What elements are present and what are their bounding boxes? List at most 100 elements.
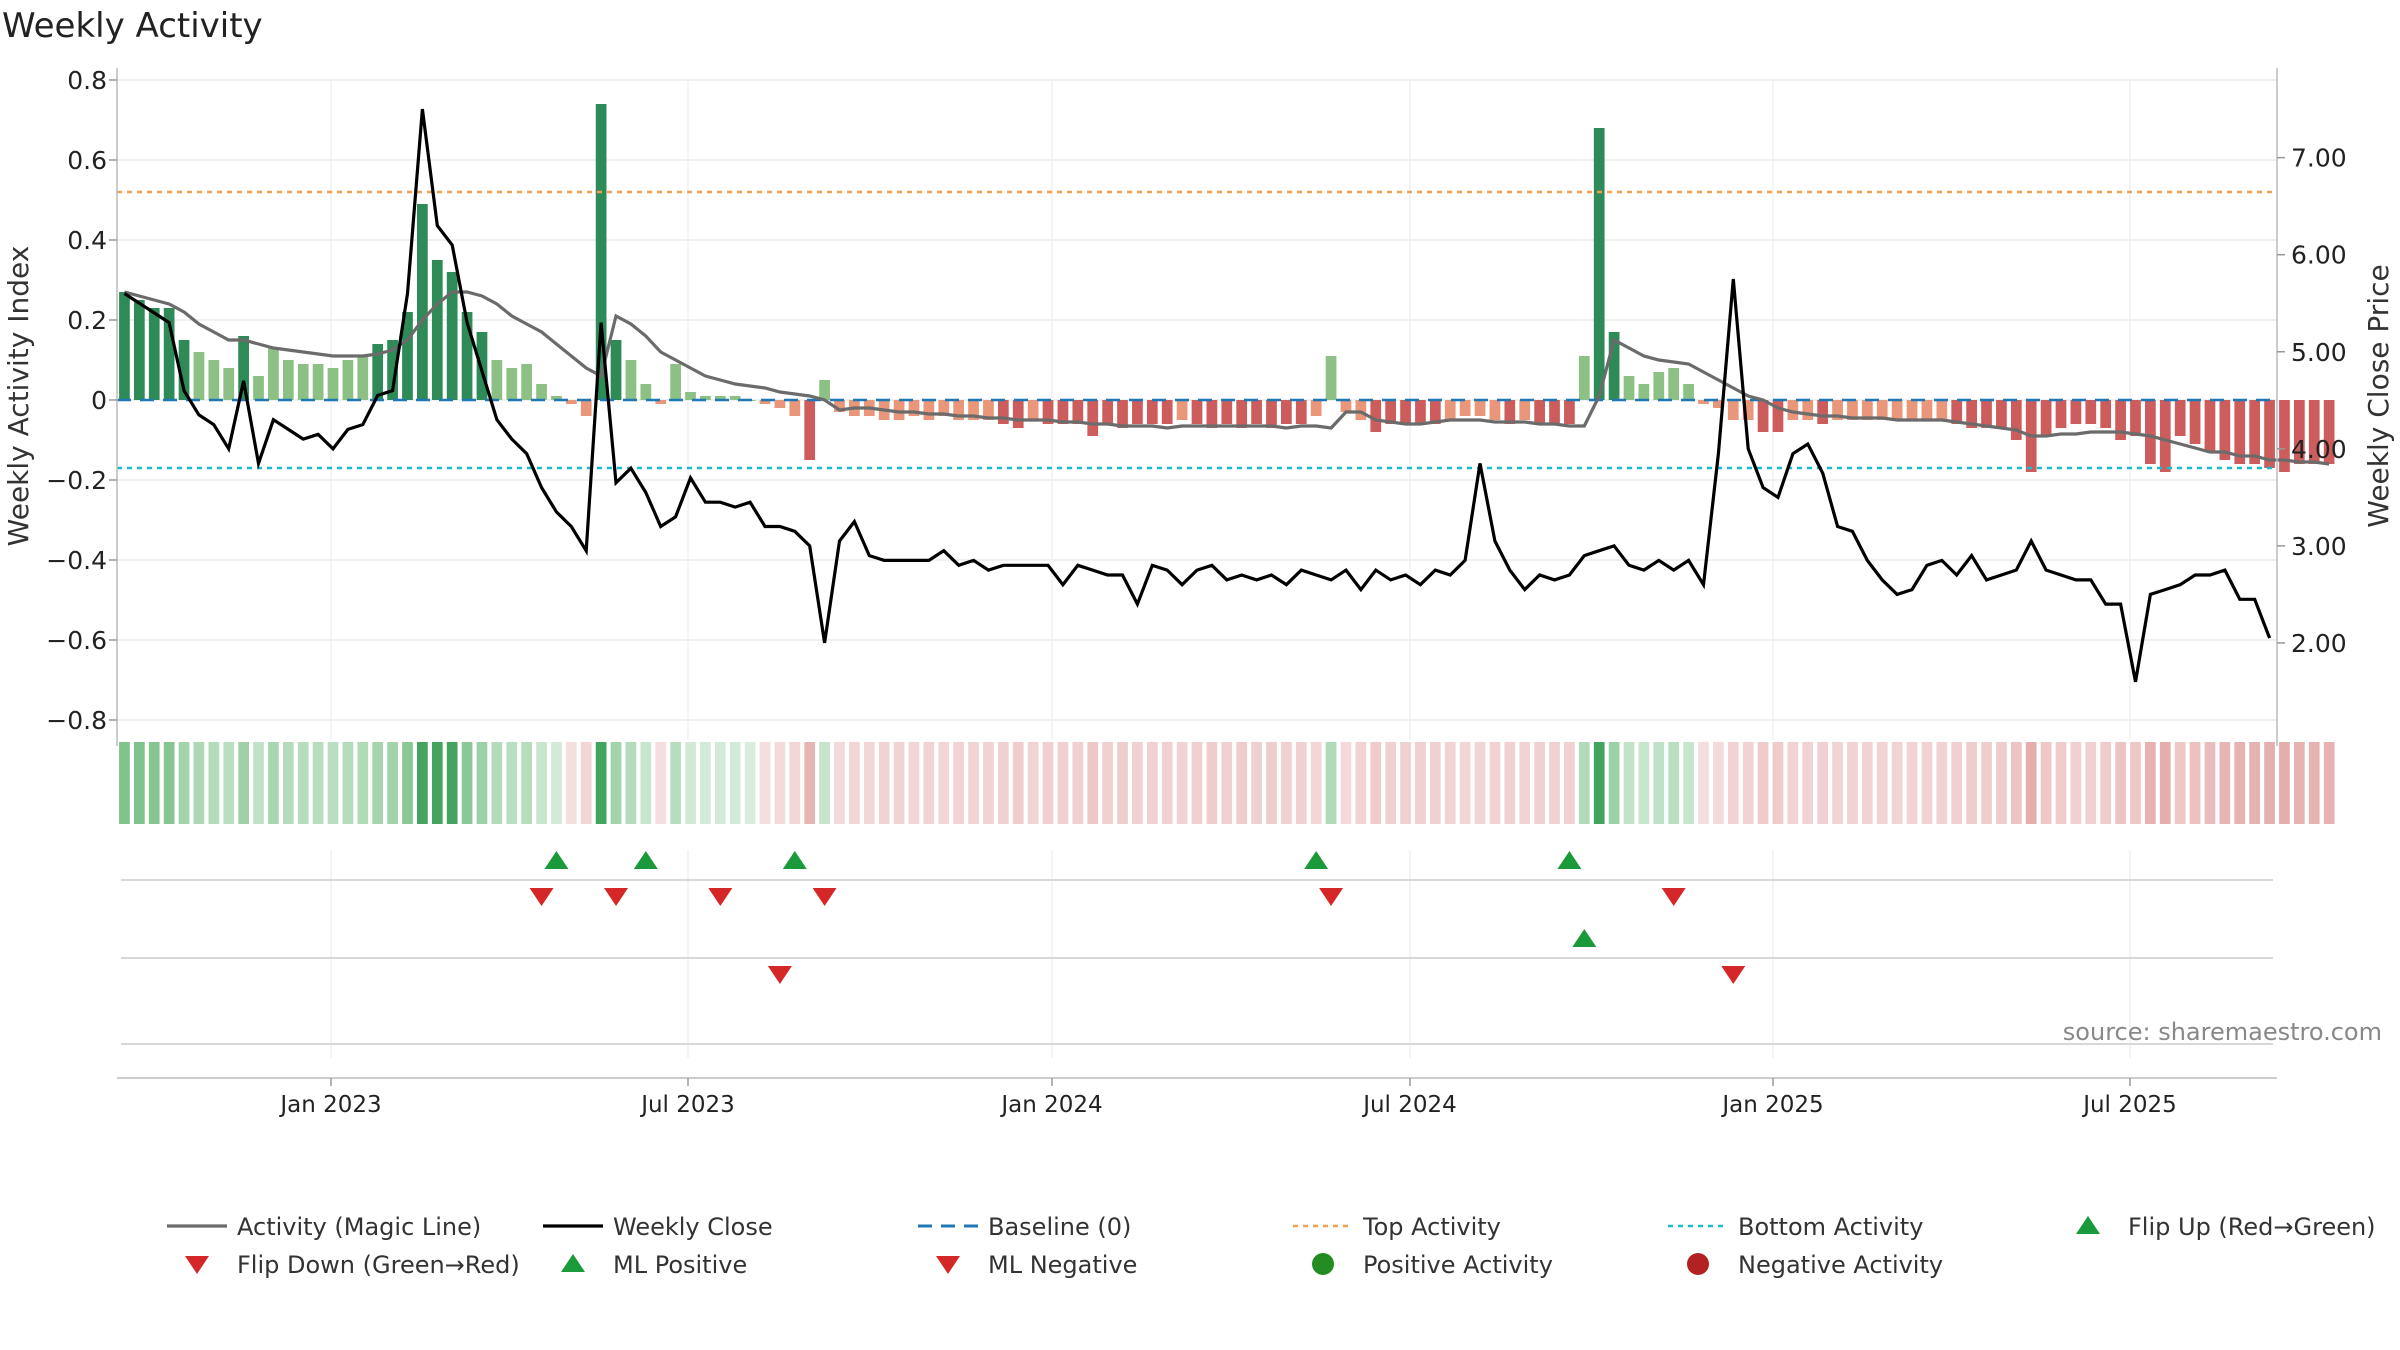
- strip-cell: [1757, 742, 1769, 824]
- ml-negative-marker: [767, 966, 792, 984]
- y-tick-label: 0.4: [67, 226, 107, 255]
- activity-bar: [2159, 400, 2171, 472]
- activity-bar: [297, 364, 309, 400]
- flip-up-marker: [782, 851, 807, 869]
- strip-cell: [700, 742, 711, 824]
- flip-down-marker: [1661, 888, 1686, 906]
- activity-bar: [1385, 400, 1397, 424]
- strip-cell: [491, 742, 503, 824]
- source-text: source: sharemaestro.com: [2063, 1018, 2382, 1046]
- activity-bar: [2010, 400, 2022, 440]
- y-right-tick-label: 3.00: [2291, 532, 2347, 561]
- activity-bar: [625, 360, 637, 400]
- strip-cell: [1951, 742, 1963, 824]
- activity-bar: [2055, 400, 2067, 428]
- strip-cell: [789, 742, 801, 824]
- strip-cell: [2055, 742, 2067, 824]
- strip-cell: [312, 742, 324, 824]
- activity-bar: [2204, 400, 2216, 452]
- activity-bar: [640, 384, 652, 400]
- strip-cell: [2308, 742, 2320, 824]
- activity-bar: [1653, 372, 1665, 400]
- activity-bar: [983, 400, 994, 420]
- legend-label: ML Negative: [988, 1251, 1137, 1279]
- strip-cell: [1966, 742, 1977, 824]
- activity-bar: [387, 340, 398, 400]
- activity-bar: [1757, 400, 1769, 432]
- activity-bar: [1549, 400, 1560, 424]
- strip-cell: [163, 742, 175, 824]
- strip-cell: [417, 742, 428, 824]
- activity-bar: [1012, 400, 1024, 428]
- strip-cell: [1295, 742, 1307, 824]
- strip-cell: [1772, 742, 1784, 824]
- y-right-tick-label: 6.00: [2291, 241, 2347, 270]
- strip-cell: [297, 742, 309, 824]
- activity-bar: [223, 368, 235, 400]
- ml-positive-marker: [1572, 929, 1597, 947]
- magic-line: [123, 290, 2330, 466]
- strip-cell: [1415, 742, 1426, 824]
- strip-cell: [759, 742, 771, 824]
- activity-bar: [2174, 400, 2186, 436]
- flip-down-marker: [529, 888, 554, 906]
- activity-bar: [804, 400, 816, 460]
- strip-cell: [506, 742, 518, 824]
- activity-bar: [491, 360, 503, 400]
- activity-bar: [2264, 400, 2275, 468]
- strip-cell: [1340, 742, 1352, 824]
- activity-bar: [417, 204, 428, 400]
- activity-bar: [1504, 400, 1516, 424]
- y-tick-label: −0.6: [46, 626, 107, 655]
- strip-cell: [1325, 742, 1337, 824]
- activity-bar: [2085, 400, 2097, 424]
- activity-bar: [2293, 400, 2305, 464]
- strip-cell: [253, 742, 264, 824]
- legend-label: Bottom Activity: [1738, 1213, 1923, 1241]
- strip-cell: [1787, 742, 1799, 824]
- strip-cell: [1012, 742, 1024, 824]
- activity-bar: [685, 392, 696, 400]
- activity-bar: [1787, 400, 1799, 420]
- activity-bar: [1266, 400, 1277, 428]
- strip-cell: [521, 742, 533, 824]
- activity-bar: [2100, 400, 2112, 428]
- activity-bar: [1861, 400, 1873, 420]
- activity-bar: [595, 104, 607, 400]
- activity-bar: [268, 348, 279, 400]
- strip-cell: [1847, 742, 1858, 824]
- strip-cell: [2293, 742, 2305, 824]
- strip-cell: [1310, 742, 1322, 824]
- activity-bar: [1876, 400, 1888, 420]
- legend-item: Baseline (0): [918, 1213, 1131, 1241]
- strip-cell: [1251, 742, 1262, 824]
- y-tick-label: 0.6: [67, 146, 107, 175]
- activity-bar: [402, 312, 413, 400]
- activity-bar: [1772, 400, 1784, 432]
- activity-bar: [1936, 400, 1948, 420]
- y-tick-label: −0.4: [46, 546, 107, 575]
- activity-bar: [133, 300, 145, 400]
- activity-bar: [431, 260, 443, 400]
- activity-bar: [282, 360, 294, 400]
- flip-up-marker: [544, 851, 569, 869]
- strip-cell: [2145, 742, 2156, 824]
- activity-bar: [372, 344, 384, 400]
- activity-bar: [1057, 400, 1069, 424]
- strip-cell: [655, 742, 667, 824]
- strip-cell: [1876, 742, 1888, 824]
- strip-cell: [238, 742, 249, 824]
- flip-down-marker: [1319, 888, 1344, 906]
- strip-cell: [1057, 742, 1069, 824]
- legend-swatch-circle: [1687, 1253, 1709, 1275]
- legend-swatch-triangle-down: [936, 1256, 960, 1274]
- activity-bar: [1817, 400, 1829, 424]
- activity-bar: [1519, 400, 1531, 420]
- activity-bar: [610, 340, 622, 400]
- strip-cell: [565, 742, 577, 824]
- strip-cell: [1578, 742, 1590, 824]
- ml-negative-marker: [1721, 966, 1746, 984]
- strip-cell: [1206, 742, 1218, 824]
- flip-up-marker: [1304, 851, 1329, 869]
- strip-cell: [685, 742, 696, 824]
